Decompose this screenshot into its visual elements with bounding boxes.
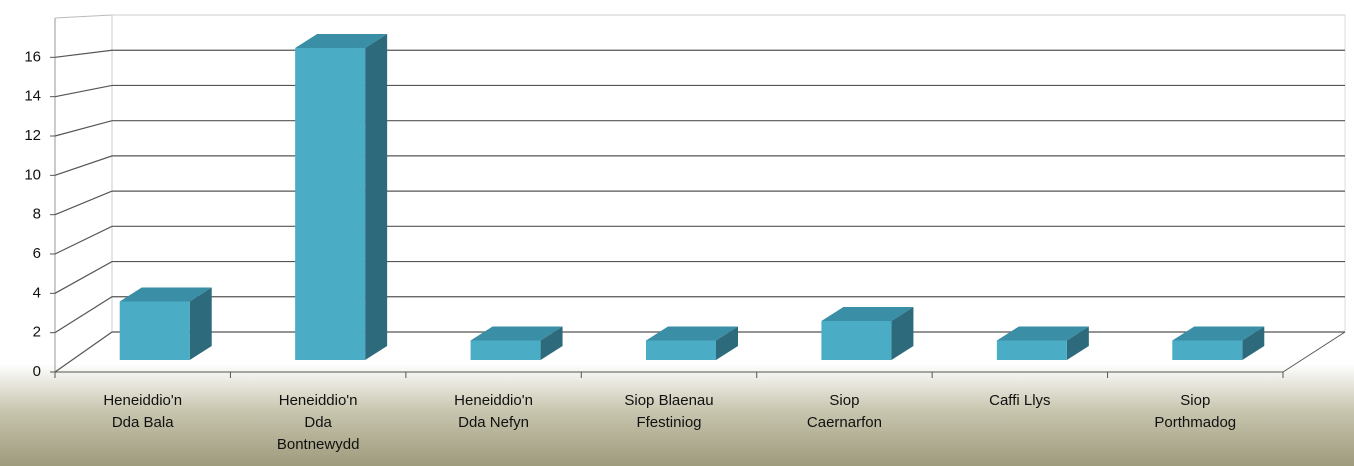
- bar: [1172, 340, 1243, 360]
- x-tick-label: Caffi Llys: [989, 392, 1051, 409]
- y-tick-label: 6: [33, 245, 41, 262]
- bar-side: [1066, 326, 1089, 360]
- bar-top: [821, 307, 914, 321]
- bar-top: [119, 287, 212, 302]
- x-tick-label: Heneiddio'n Dda Bontnewydd: [276, 392, 360, 453]
- grid-line: [54, 120, 1345, 137]
- bar: [821, 321, 892, 360]
- bar-top: [295, 34, 388, 48]
- x-tick-label: Siop Caernarfon: [806, 392, 882, 431]
- bar: [295, 48, 366, 360]
- bar-side: [540, 326, 563, 360]
- grid-line: [54, 260, 1345, 294]
- grid-line: [54, 225, 1345, 255]
- bar-side: [189, 287, 212, 360]
- x-tick-label: Siop Porthmadog: [1154, 392, 1237, 431]
- bar-top: [1172, 326, 1265, 341]
- bar-side: [891, 307, 914, 360]
- left-wall-top: [54, 14, 113, 19]
- bar: [996, 340, 1067, 360]
- y-tick-label: 14: [24, 88, 41, 105]
- bar: [470, 340, 541, 360]
- y-tick-label: 2: [33, 324, 41, 341]
- y-tick-label: 10: [24, 166, 41, 183]
- x-tick-label: Heneiddio'n Dda Bala: [103, 392, 183, 431]
- grid-line: [54, 84, 1345, 98]
- y-tick-label: 4: [33, 284, 41, 301]
- x-tick-label: Siop Blaenau Ffestiniog: [624, 392, 714, 431]
- grid-line: [54, 49, 1345, 58]
- y-tick-label: 16: [24, 48, 41, 65]
- x-tick-label: Heneiddio'n Dda Nefyn: [454, 392, 533, 431]
- bar-top: [470, 326, 563, 341]
- y-tick-label: 12: [24, 127, 41, 144]
- grid-line: [54, 331, 1345, 373]
- bar: [646, 340, 716, 360]
- bar-side: [716, 326, 738, 360]
- grid-line: [54, 190, 1345, 216]
- bar-top: [996, 326, 1089, 341]
- bar-top: [646, 326, 738, 341]
- bar: [119, 301, 190, 360]
- bar-side: [365, 34, 388, 360]
- y-tick-label: 0: [33, 363, 41, 380]
- grid-line: [54, 296, 1345, 334]
- grid-line: [54, 155, 1345, 176]
- bar-side: [1242, 326, 1265, 360]
- floor-right: [1282, 331, 1346, 373]
- y-tick-label: 8: [33, 206, 41, 223]
